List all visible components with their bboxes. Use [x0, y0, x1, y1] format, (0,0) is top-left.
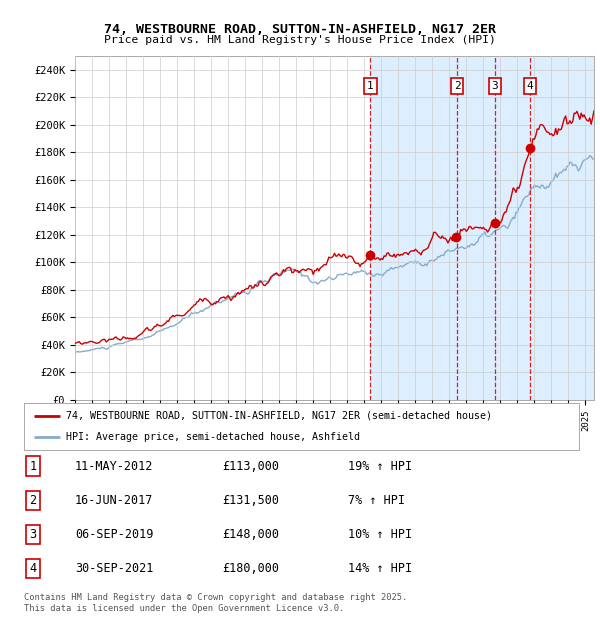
- Text: 1: 1: [29, 460, 37, 472]
- Text: 1: 1: [367, 81, 374, 91]
- Text: 11-MAY-2012: 11-MAY-2012: [75, 460, 154, 472]
- Text: 7% ↑ HPI: 7% ↑ HPI: [348, 494, 405, 507]
- Text: 74, WESTBOURNE ROAD, SUTTON-IN-ASHFIELD, NG17 2ER (semi-detached house): 74, WESTBOURNE ROAD, SUTTON-IN-ASHFIELD,…: [65, 410, 491, 420]
- Text: 06-SEP-2019: 06-SEP-2019: [75, 528, 154, 541]
- Text: 2: 2: [454, 81, 460, 91]
- Text: £180,000: £180,000: [222, 562, 279, 575]
- Text: Price paid vs. HM Land Registry's House Price Index (HPI): Price paid vs. HM Land Registry's House …: [104, 35, 496, 45]
- Text: HPI: Average price, semi-detached house, Ashfield: HPI: Average price, semi-detached house,…: [65, 432, 359, 442]
- Bar: [370, 56, 594, 400]
- Text: Contains HM Land Registry data © Crown copyright and database right 2025.
This d: Contains HM Land Registry data © Crown c…: [24, 593, 407, 613]
- Text: 74, WESTBOURNE ROAD, SUTTON-IN-ASHFIELD, NG17 2ER: 74, WESTBOURNE ROAD, SUTTON-IN-ASHFIELD,…: [104, 23, 496, 36]
- Text: 2: 2: [29, 494, 37, 507]
- Text: 3: 3: [491, 81, 499, 91]
- Text: 4: 4: [29, 562, 37, 575]
- Text: 4: 4: [527, 81, 533, 91]
- Text: £148,000: £148,000: [222, 528, 279, 541]
- Text: 10% ↑ HPI: 10% ↑ HPI: [348, 528, 412, 541]
- Text: £131,500: £131,500: [222, 494, 279, 507]
- Text: 3: 3: [29, 528, 37, 541]
- Text: £113,000: £113,000: [222, 460, 279, 472]
- Text: 30-SEP-2021: 30-SEP-2021: [75, 562, 154, 575]
- Text: 19% ↑ HPI: 19% ↑ HPI: [348, 460, 412, 472]
- Text: 16-JUN-2017: 16-JUN-2017: [75, 494, 154, 507]
- Text: 14% ↑ HPI: 14% ↑ HPI: [348, 562, 412, 575]
